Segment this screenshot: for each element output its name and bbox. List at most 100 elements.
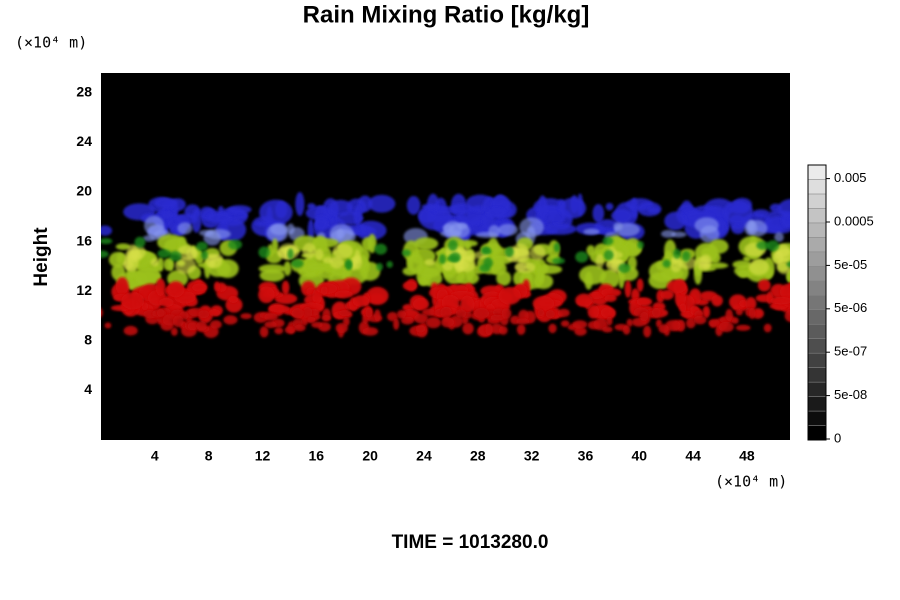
rain-blob (335, 322, 348, 334)
rain-blob (543, 223, 577, 235)
rain-blob (666, 279, 687, 294)
rain-blob (586, 245, 596, 257)
rain-blob (386, 261, 393, 268)
rain-blob (501, 307, 512, 319)
rain-blob (660, 289, 674, 300)
rain-blob (374, 243, 388, 255)
rain-blob (604, 294, 617, 302)
rain-blob (479, 264, 491, 273)
colorbar-band (807, 179, 827, 195)
rain-blob (311, 321, 323, 328)
rain-blob (462, 322, 474, 335)
rain-blob (536, 266, 545, 284)
rain-blob (268, 304, 290, 313)
rain-blob (191, 208, 202, 233)
rain-blob (421, 308, 436, 317)
rain-blob (154, 197, 178, 209)
rain-blob (681, 250, 691, 262)
rain-blob (537, 309, 545, 317)
rain-blob (718, 321, 734, 333)
colorbar-band (807, 323, 827, 339)
rain-blob (626, 318, 633, 327)
rain-blob (595, 254, 605, 269)
rain-blob (725, 308, 734, 322)
rain-blob (602, 236, 614, 246)
rain-blob (723, 200, 754, 225)
rain-blob (664, 211, 687, 231)
rain-blob (583, 228, 600, 235)
rain-blob (305, 205, 332, 221)
rain-blob (115, 277, 129, 295)
rain-blob (532, 296, 555, 311)
rain-blob (159, 297, 174, 307)
rain-blob (484, 323, 493, 336)
colorbar-band (807, 410, 827, 426)
rain-blob (735, 308, 743, 316)
y-tick-label: 4 (84, 381, 92, 397)
rain-blob (314, 249, 324, 261)
rain-blob (201, 250, 209, 260)
rain-blob (731, 317, 739, 324)
rain-blob (336, 228, 344, 239)
rain-blob (438, 254, 446, 265)
rain-blob (575, 251, 589, 263)
rain-blob (756, 241, 770, 250)
rain-blob (134, 266, 161, 287)
rain-blob (693, 315, 707, 325)
rain-blob (414, 313, 429, 324)
rain-blob (174, 257, 197, 274)
colorbar-tick-label: 5e-06 (834, 300, 867, 315)
rain-blob (441, 294, 460, 311)
rain-blob (172, 315, 184, 328)
rain-blob (504, 246, 514, 258)
rain-blob (415, 325, 426, 333)
rain-blob (665, 320, 681, 332)
rain-blob (572, 320, 588, 329)
rain-blob (307, 203, 316, 210)
rain-blob (490, 314, 506, 321)
colorbar-tick-label: 0 (834, 430, 841, 445)
rain-blob (283, 261, 292, 276)
rain-blob (376, 262, 383, 271)
rain-blob (425, 317, 442, 329)
colorbar-band (807, 425, 827, 441)
rain-blob (352, 295, 370, 307)
rain-blob (611, 209, 633, 223)
colorbar-band (807, 266, 827, 282)
rain-blob (699, 225, 720, 244)
rain-blob (357, 195, 373, 213)
x-tick-label: 16 (309, 448, 325, 464)
rain-blob (464, 241, 471, 251)
colorbar-tick-label: 0.0005 (834, 213, 874, 228)
rain-blob (223, 315, 238, 325)
colorbar-band (807, 338, 827, 354)
chart-title: Rain Mixing Ratio [kg/kg] (303, 1, 590, 28)
rain-blob (111, 263, 126, 281)
rain-blob (216, 259, 239, 279)
rain-blob (302, 306, 313, 319)
rain-blob (455, 309, 467, 318)
colorbar-band (807, 295, 827, 310)
rain-blob (281, 280, 290, 295)
rain-blob (747, 220, 768, 237)
rain-blob (486, 207, 507, 218)
x-tick-label: 48 (739, 448, 755, 464)
rain-blob (228, 239, 243, 250)
rain-blob (408, 253, 424, 274)
rain-blob (400, 316, 415, 325)
rain-blob (213, 281, 221, 292)
colorbar-band (807, 164, 827, 180)
rain-blob (104, 322, 112, 329)
rain-blob (460, 295, 475, 314)
y-tick-label: 12 (76, 282, 92, 298)
rain-blob (679, 303, 687, 313)
rain-blob (264, 321, 277, 329)
rain-blob (774, 232, 784, 243)
colorbar-band (807, 193, 827, 209)
rain-blob (196, 320, 208, 331)
rain-blob (769, 296, 790, 305)
colorbar-band (807, 381, 827, 397)
rain-blob (602, 326, 613, 333)
colorbar-band (807, 208, 827, 224)
rain-blob (560, 320, 570, 328)
